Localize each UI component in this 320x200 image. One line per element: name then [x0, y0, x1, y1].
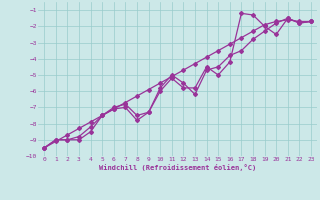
X-axis label: Windchill (Refroidissement éolien,°C): Windchill (Refroidissement éolien,°C): [99, 164, 256, 171]
